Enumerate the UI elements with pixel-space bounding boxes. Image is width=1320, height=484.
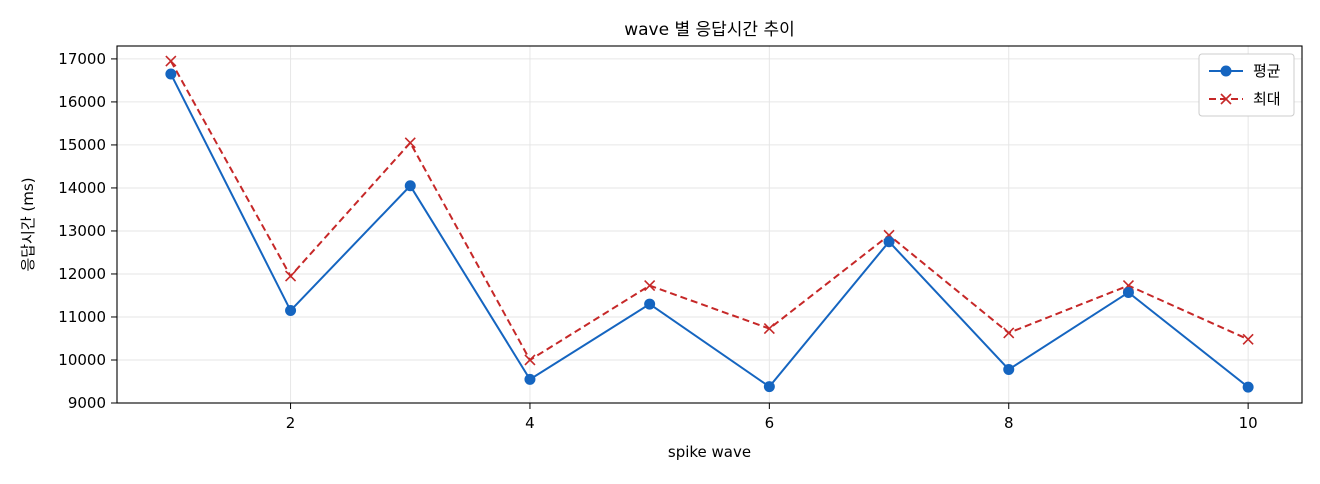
series-1-point [763,381,775,393]
y-tick-label: 16000 [58,93,106,111]
y-tick-label: 10000 [58,351,106,369]
x-marker-stroke [763,323,775,335]
x-tick-label: 6 [765,414,775,432]
y-axis-title: 응답시간 (ms) [19,177,37,271]
x-tick-label: 4 [525,414,535,432]
legend-item: 최대 [1209,90,1281,108]
y-tick-label: 11000 [58,308,106,326]
legend-label: 최대 [1253,90,1281,108]
y-tick-label: 15000 [58,136,106,154]
series-2-point [165,55,177,67]
series-2 [165,55,1254,366]
series-2-line [169,60,1249,362]
grid [117,46,1302,404]
x-marker-stroke [165,55,177,67]
x-marker-stroke [404,137,416,149]
series-2-point [1242,333,1254,345]
x-tick-label: 2 [286,414,296,432]
legend-marker [1220,65,1232,77]
x-tick-label: 8 [1004,414,1014,432]
series-1-point [285,305,297,317]
series-2-point [644,280,656,292]
x-marker-stroke [1003,327,1015,339]
plot-frame [116,45,1303,404]
series-2-point [1003,327,1015,339]
series-1-point [883,236,895,248]
y-tick-label: 14000 [58,179,106,197]
x-marker-stroke [524,354,536,366]
series-2-point [524,354,536,366]
series-layer [165,55,1254,393]
x-marker-stroke [644,280,656,292]
series-1-point [165,68,177,80]
x-axis-title: spike wave [668,443,751,461]
ticks: 9000 10000 11000 12000 13000 14000 15000 16000 1… [58,50,1257,432]
y-tick-label: 9000 [68,394,106,412]
series-1-point [644,298,656,310]
x-marker-stroke [1220,93,1232,105]
series-2-point [284,270,297,282]
y-tick-label: 17000 [58,50,106,68]
chart-title: wave 별 응답시간 추이 [624,20,795,40]
series-1-point [1122,286,1134,298]
series-1-point [1242,381,1254,393]
legend-marker [1220,93,1232,105]
series-1-line [169,73,1249,389]
x-tick-label: 10 [1239,414,1258,432]
series-1-point [1003,363,1015,375]
series-2-point [763,323,775,335]
y-tick-label: 12000 [58,265,106,283]
x-marker-stroke [1242,333,1254,345]
series-1 [165,68,1254,393]
series-1-point [524,373,536,385]
legend-label: 평균 [1253,62,1281,80]
x-marker-stroke [284,270,297,282]
series-1-point [404,180,416,192]
series-2-point [404,137,416,149]
legend-item: 평균 [1209,62,1281,80]
y-tick-label: 13000 [58,222,106,240]
